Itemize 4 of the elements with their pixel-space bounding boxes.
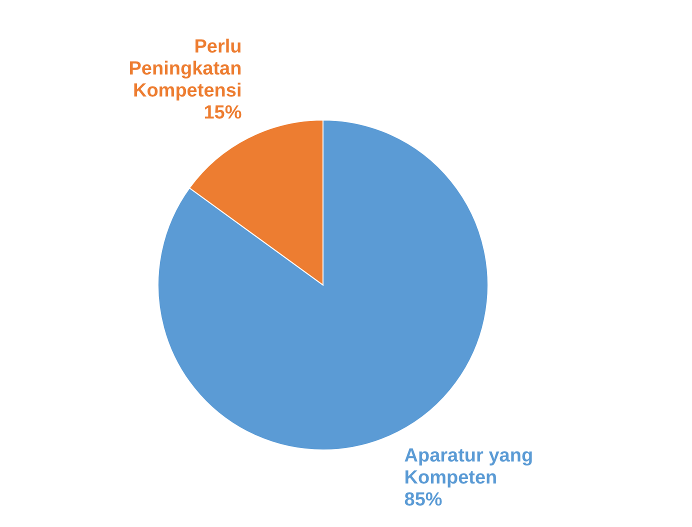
data-label: 85% (404, 490, 442, 511)
data-label: 15% (204, 102, 242, 124)
slice-label: Perlu Peningkatan Kompetensi (128, 36, 242, 102)
slice-label: Aparatur yang Kompeten (404, 446, 534, 489)
